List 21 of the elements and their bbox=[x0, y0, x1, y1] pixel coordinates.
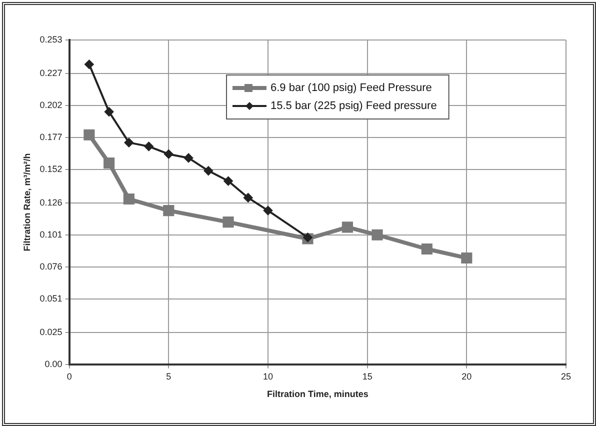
y-tick-label: 0.00 bbox=[44, 358, 62, 369]
y-tick-label: 0.202 bbox=[40, 100, 62, 110]
x-tick-label: 10 bbox=[262, 371, 273, 382]
y-tick-label: 0.253 bbox=[40, 34, 62, 44]
legend-label: 6.9 bar (100 psig) Feed Pressure bbox=[270, 82, 432, 94]
y-tick-label: 0.076 bbox=[40, 261, 62, 272]
y-tick-label: 0.152 bbox=[40, 164, 62, 174]
x-axis-title: Filtration Time, minutes bbox=[266, 389, 368, 400]
legend-label: 15.5 bar (225 psig) Feed pressure bbox=[270, 100, 437, 112]
x-tick-label: 0 bbox=[66, 371, 72, 382]
y-tick-label: 0.177 bbox=[40, 132, 62, 142]
y-tick-label: 0.227 bbox=[40, 68, 62, 78]
x-tick-label: 15 bbox=[362, 371, 372, 382]
y-axis-title: Filtration Rate, m³/m²/h bbox=[22, 153, 32, 252]
x-tick-label: 5 bbox=[166, 371, 172, 382]
y-tick-label: 0.051 bbox=[40, 293, 62, 304]
y-tick-label: 0.025 bbox=[40, 326, 62, 337]
x-tick-label: 20 bbox=[462, 371, 472, 382]
x-tick-label: 25 bbox=[560, 371, 572, 382]
y-tick-label: 0.101 bbox=[40, 229, 62, 240]
y-tick-label: 0.126 bbox=[40, 197, 62, 208]
